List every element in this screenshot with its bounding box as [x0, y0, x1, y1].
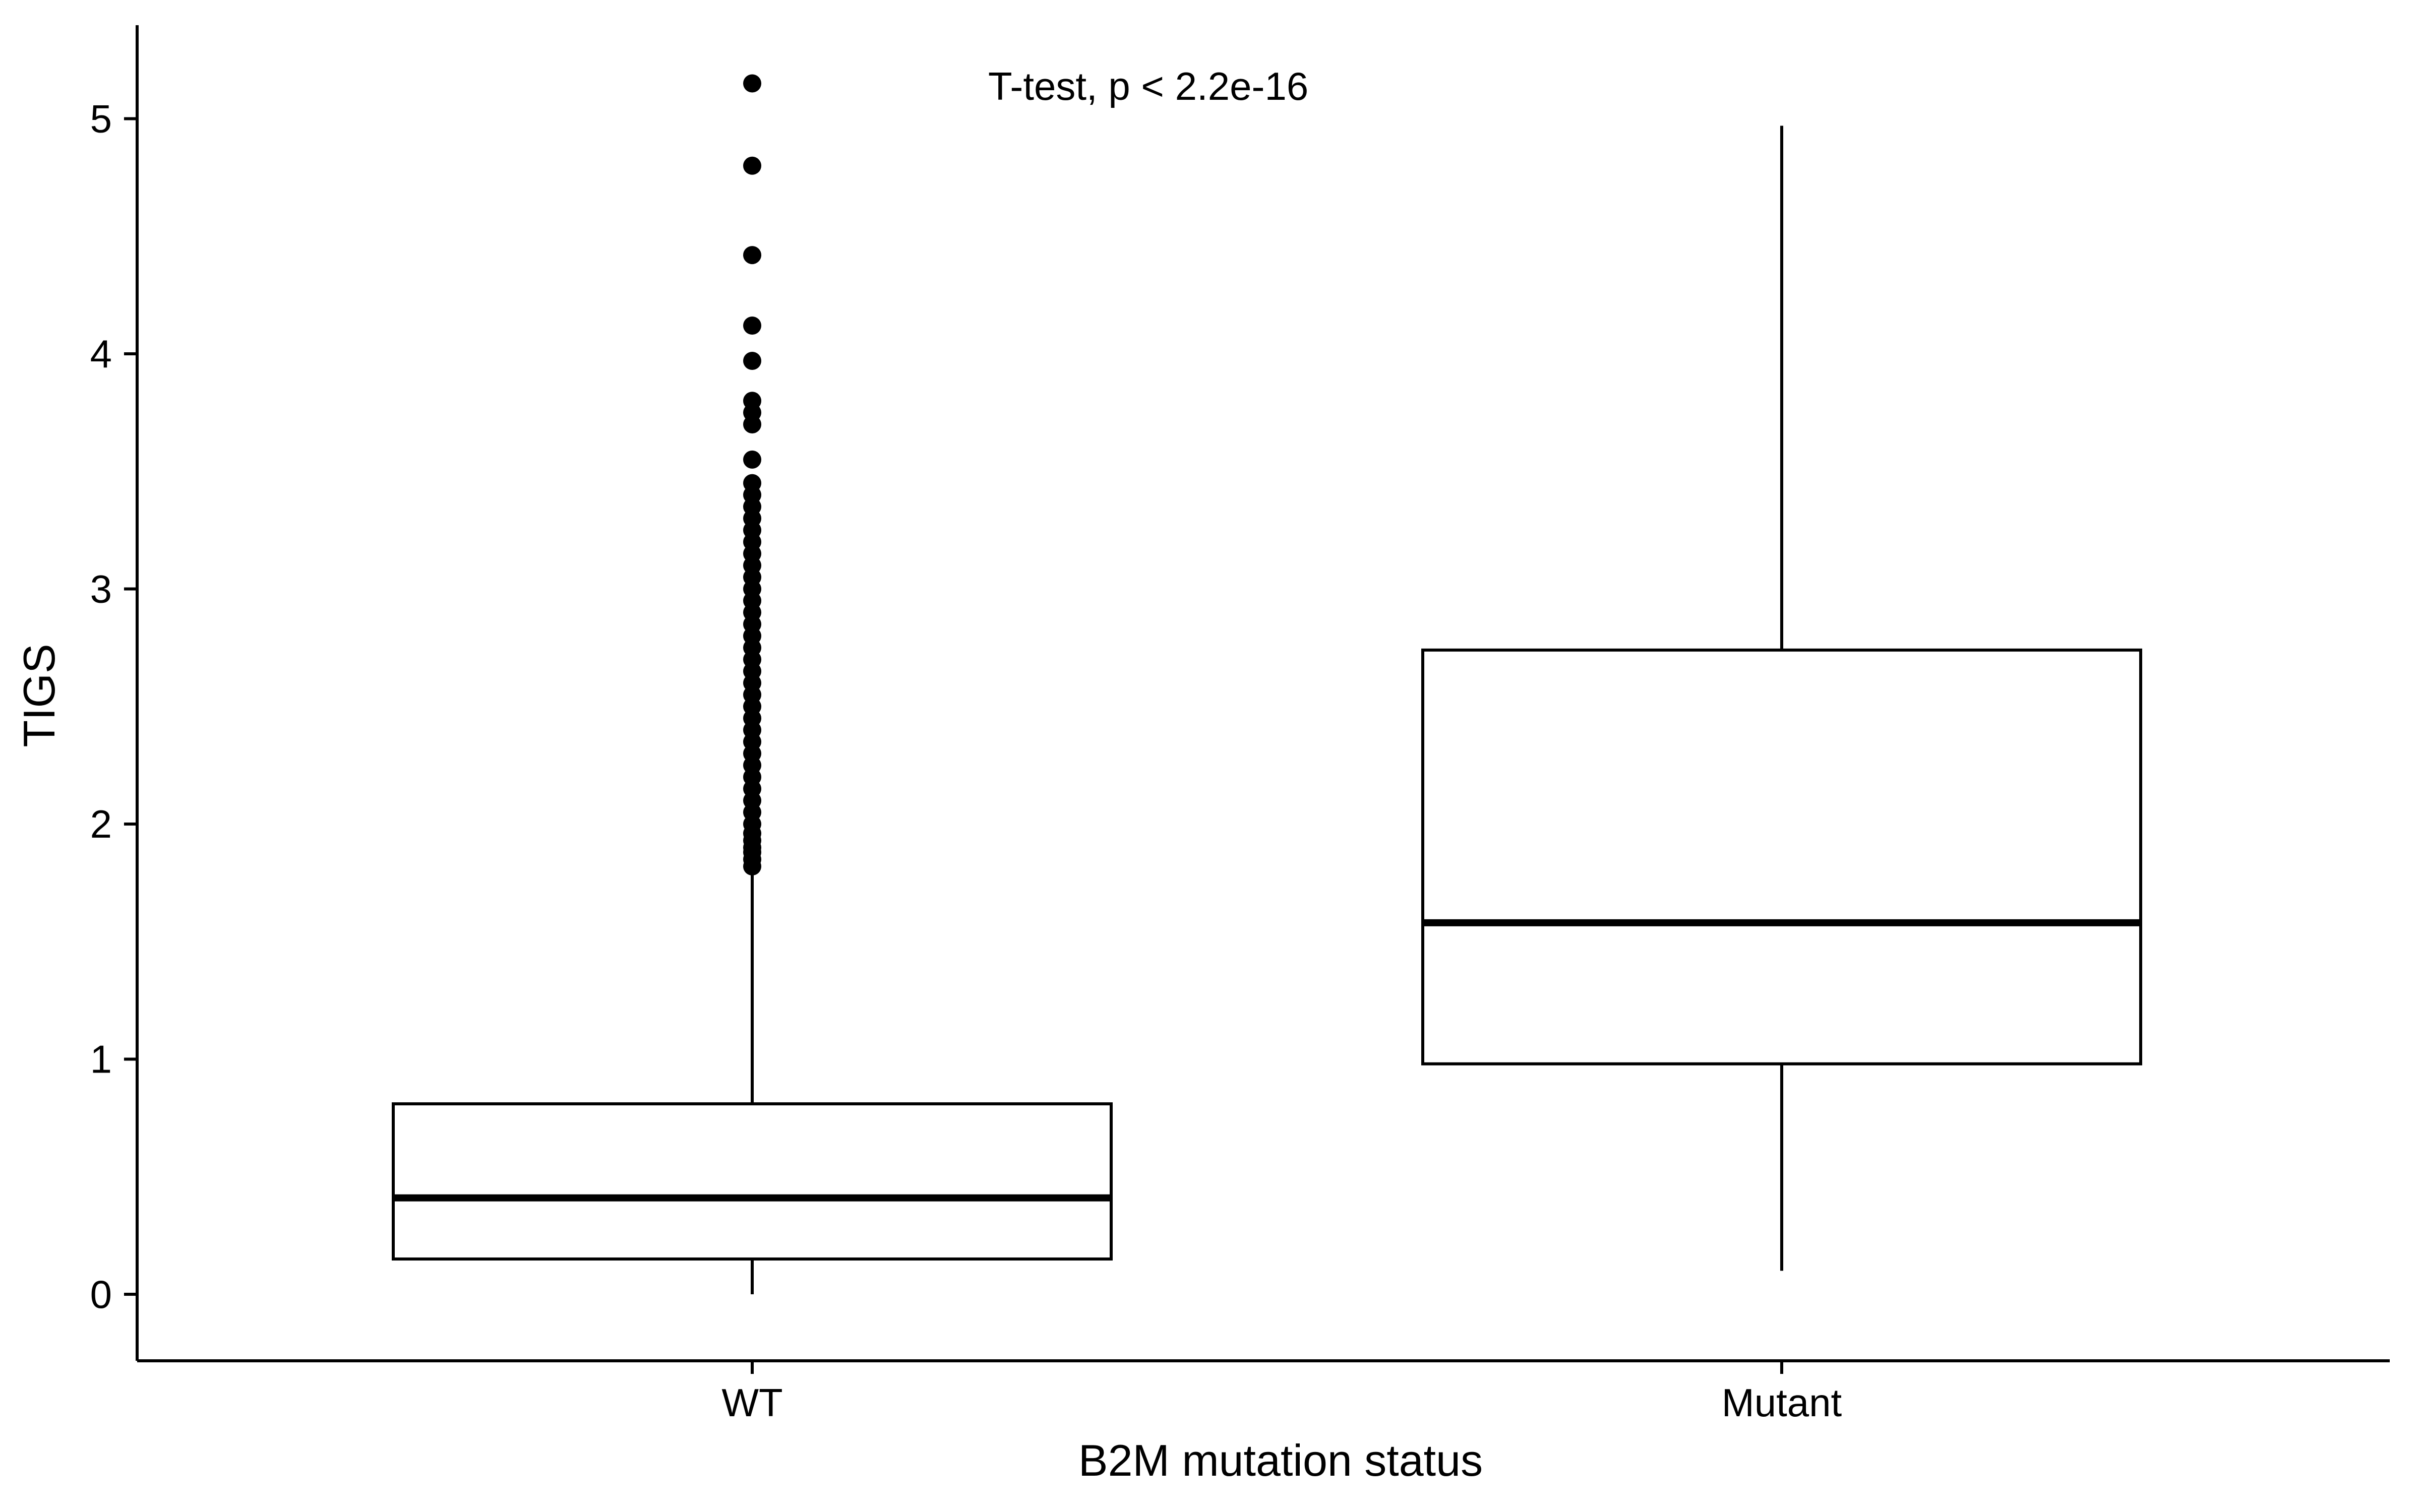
- outlier-point: [743, 246, 761, 265]
- x-axis-title: B2M mutation status: [1078, 1435, 1483, 1485]
- y-tick-label: 4: [90, 332, 112, 376]
- y-axis-ticks: 0 1 2 3 4 5: [90, 97, 137, 1316]
- iqr-box: [1421, 648, 2142, 1065]
- outlier-point: [743, 474, 761, 492]
- outlier-point: [743, 392, 761, 410]
- outlier-point: [743, 156, 761, 175]
- x-tick-label: Mutant: [1722, 1380, 1842, 1425]
- y-tick-label: 0: [90, 1272, 112, 1316]
- plot-area: [392, 74, 2142, 1294]
- x-axis-ticks: WT Mutant: [721, 1361, 1842, 1425]
- outlier-point: [743, 317, 761, 335]
- outlier-point: [743, 450, 761, 469]
- y-tick-label: 2: [90, 802, 112, 846]
- iqr-box: [392, 1102, 1113, 1261]
- box-mutant: [1421, 125, 2142, 1271]
- test-annotation: T-test, p < 2.2e-16: [988, 64, 1308, 108]
- y-tick-label: 1: [90, 1037, 112, 1082]
- box-wt: [392, 74, 1113, 1294]
- y-axis-title: TIGS: [14, 644, 64, 747]
- outlier-point: [743, 351, 761, 370]
- y-tick-label: 5: [90, 97, 112, 141]
- y-tick-label: 3: [90, 567, 112, 611]
- x-tick-label: WT: [721, 1380, 782, 1425]
- outlier-point: [743, 74, 761, 93]
